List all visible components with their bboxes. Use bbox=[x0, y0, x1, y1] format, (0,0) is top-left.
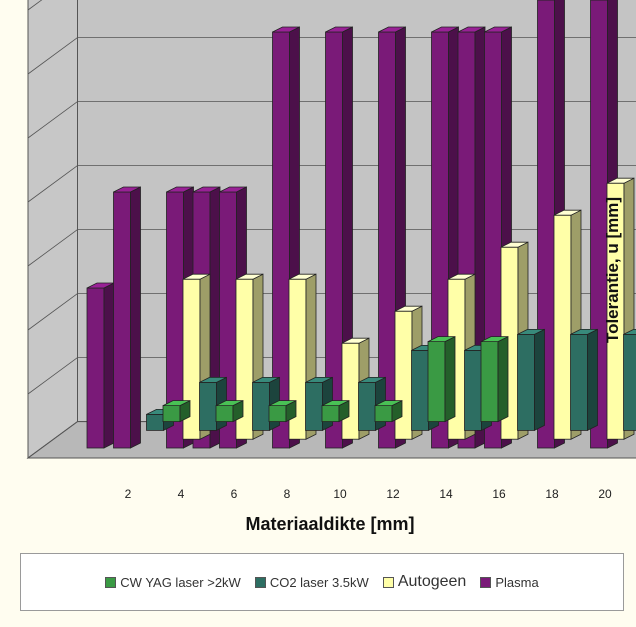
legend-label-yag: CW YAG laser >2kW bbox=[120, 574, 241, 590]
bar-top bbox=[378, 26, 406, 33]
bar-top bbox=[553, 209, 582, 216]
bar-autogeen bbox=[394, 310, 413, 440]
x-tick-label: 6 bbox=[231, 487, 238, 501]
bar-autogeen bbox=[553, 214, 572, 440]
bar-top bbox=[374, 400, 403, 406]
bar-top bbox=[517, 329, 545, 335]
bar-side bbox=[534, 328, 545, 432]
gridline-side bbox=[27, 37, 78, 75]
bar-top bbox=[394, 305, 423, 312]
bar-top bbox=[219, 186, 247, 193]
bar-plasma bbox=[86, 287, 105, 449]
x-tick-label: 2 bbox=[125, 487, 132, 501]
bar-side bbox=[587, 328, 598, 432]
bar-top bbox=[252, 377, 280, 383]
bar-cw-yag-laser-2kw bbox=[480, 341, 499, 423]
legend-swatch-yag bbox=[105, 576, 117, 588]
bar-top bbox=[358, 377, 386, 383]
x-tick-label: 14 bbox=[439, 487, 453, 501]
bar-cw-yag-laser-2kw bbox=[321, 405, 340, 423]
gridline-side bbox=[27, 293, 78, 331]
bar-co2-laser-3-5kw bbox=[252, 381, 270, 431]
legend-label-autogeen: Autogeen bbox=[397, 573, 467, 590]
bar-autogeen bbox=[341, 342, 360, 440]
bar-top bbox=[268, 400, 297, 406]
gridline-side bbox=[27, 421, 78, 459]
x-tick-label: 16 bbox=[492, 487, 506, 501]
gridline-side bbox=[27, 0, 43, 11]
bar-co2-laser-3-5kw bbox=[517, 333, 535, 431]
bar-co2-laser-3-5kw bbox=[199, 381, 217, 431]
legend-label-plasma: Plasma bbox=[495, 574, 539, 590]
bar-co2-laser-3-5kw bbox=[464, 349, 482, 431]
gridline-side bbox=[27, 357, 78, 395]
bar-top bbox=[199, 377, 227, 383]
bar-top bbox=[570, 329, 598, 335]
gridline-side bbox=[27, 101, 78, 139]
x-tick-label: 12 bbox=[386, 487, 400, 501]
bar-side bbox=[103, 282, 115, 449]
bar-plasma bbox=[113, 191, 131, 449]
bar-top bbox=[272, 26, 300, 33]
bar-cw-yag-laser-2kw bbox=[215, 405, 234, 423]
bar-top bbox=[500, 241, 529, 248]
x-tick-label: 10 bbox=[333, 487, 347, 501]
y-axis-title: Tolerantie, u [mm] bbox=[603, 197, 622, 343]
gridline-side bbox=[27, 165, 78, 203]
chart-legend: CW YAG laser >2kW CO2 laser 3.5kW Autoge… bbox=[20, 553, 624, 611]
bar-top bbox=[325, 26, 353, 33]
bar-cw-yag-laser-2kw bbox=[374, 405, 393, 423]
legend-item-plasma: Plasma bbox=[480, 574, 539, 590]
bar-co2-laser-3-5kw bbox=[305, 381, 323, 431]
bar-top bbox=[192, 186, 221, 193]
bar-top bbox=[484, 26, 512, 33]
x-tick-label: 8 bbox=[284, 487, 291, 501]
bar-co2-laser-3-5kw bbox=[358, 381, 376, 431]
legend-item-yag: CW YAG laser >2kW bbox=[105, 575, 241, 590]
bar-top bbox=[427, 336, 456, 342]
bar-top bbox=[235, 273, 264, 280]
bar-co2-laser-3-5kw bbox=[623, 333, 636, 431]
x-tick-label: 4 bbox=[178, 487, 185, 501]
bar-top bbox=[341, 337, 370, 344]
bar-top bbox=[215, 400, 244, 406]
legend-item-autogeen: Autogeen bbox=[382, 573, 467, 591]
bar-top bbox=[431, 26, 459, 33]
bar-side bbox=[497, 335, 509, 423]
x-tick-label: 18 bbox=[545, 487, 559, 501]
bar-cw-yag-laser-2kw bbox=[162, 405, 181, 423]
legend-item-co2: CO2 laser 3.5kW bbox=[254, 574, 369, 590]
bar-top bbox=[457, 26, 486, 33]
bar-side bbox=[444, 335, 456, 423]
bar-top bbox=[321, 400, 350, 406]
bar-cw-yag-laser-2kw bbox=[427, 341, 446, 423]
legend-label-co2: CO2 laser 3.5kW bbox=[269, 574, 369, 590]
bar-top bbox=[182, 273, 211, 280]
x-tick-label: 20 bbox=[598, 487, 612, 501]
bar-top bbox=[166, 186, 194, 193]
gridline-side bbox=[27, 229, 78, 267]
legend-swatch-co2 bbox=[254, 576, 266, 588]
bar-top bbox=[447, 273, 476, 280]
bar-top bbox=[480, 336, 509, 342]
bar-side bbox=[130, 186, 141, 449]
bar-top bbox=[113, 186, 141, 193]
bar-top bbox=[305, 377, 333, 383]
bar-co2-laser-3-5kw bbox=[570, 333, 588, 431]
bar-top bbox=[288, 273, 317, 280]
bar-top bbox=[162, 400, 191, 406]
legend-swatch-autogeen bbox=[382, 576, 394, 588]
bar-cw-yag-laser-2kw bbox=[268, 405, 287, 423]
bar-co2-laser-3-5kw bbox=[411, 349, 429, 431]
legend-swatch-plasma bbox=[480, 576, 492, 588]
x-axis-title: Materiaaldikte [mm] bbox=[245, 514, 414, 534]
bar-top bbox=[623, 329, 636, 335]
bar-co2-laser-3-5kw bbox=[146, 413, 164, 431]
bar-top bbox=[606, 177, 635, 184]
